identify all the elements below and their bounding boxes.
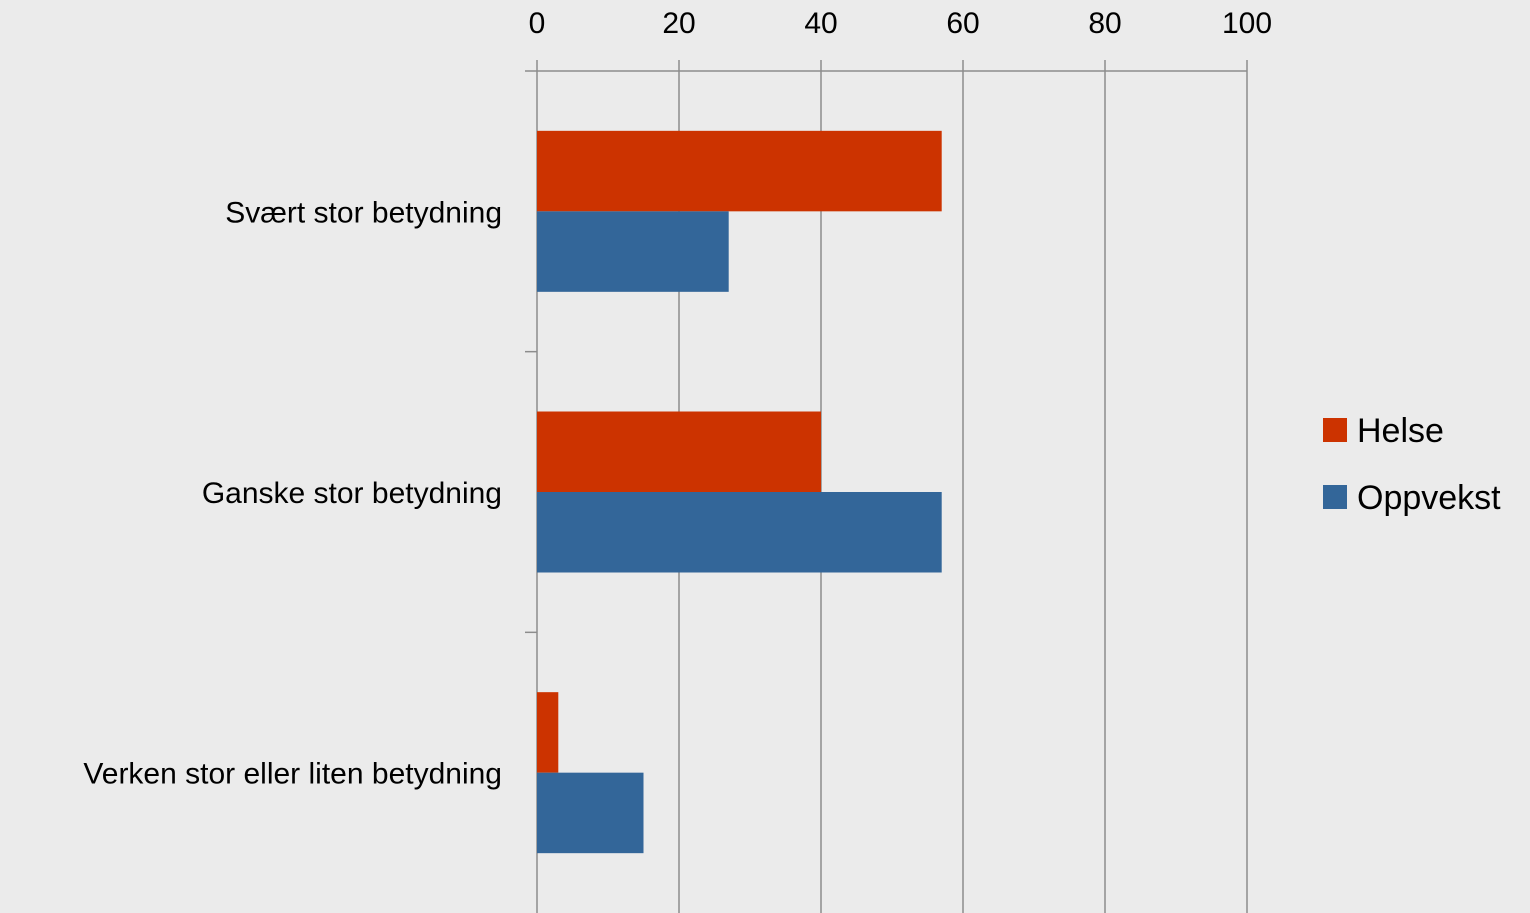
category-label: Ganske stor betydning bbox=[202, 477, 502, 510]
x-tick-label: 20 bbox=[662, 7, 695, 40]
bar-helse bbox=[537, 411, 821, 492]
legend-swatch bbox=[1323, 485, 1347, 509]
bar-helse bbox=[537, 130, 942, 212]
legend: Helse Oppvekst bbox=[1323, 412, 1501, 517]
category-label: Verken stor eller liten betydning bbox=[83, 758, 502, 791]
x-tick-label: 60 bbox=[946, 7, 979, 40]
x-tick-label: 80 bbox=[1088, 7, 1121, 40]
legend-label: Oppvekst bbox=[1357, 479, 1501, 517]
category-label: Svært stor betydning bbox=[225, 196, 502, 229]
bar-oppvekst bbox=[537, 772, 644, 854]
x-tick-label: 100 bbox=[1222, 7, 1272, 40]
bar-helse bbox=[537, 692, 559, 773]
bar-oppvekst bbox=[537, 492, 942, 573]
x-tick-label: 40 bbox=[804, 7, 837, 40]
bar-oppvekst bbox=[537, 211, 729, 292]
x-tick-label: 0 bbox=[529, 7, 546, 40]
legend-label: Helse bbox=[1357, 412, 1444, 450]
category-labels: Svært stor betydning Ganske stor betydnin… bbox=[83, 196, 502, 790]
value-axis: 0 20 40 60 80 100 bbox=[525, 7, 1272, 634]
bars bbox=[537, 130, 942, 854]
legend-swatch bbox=[1323, 418, 1347, 442]
